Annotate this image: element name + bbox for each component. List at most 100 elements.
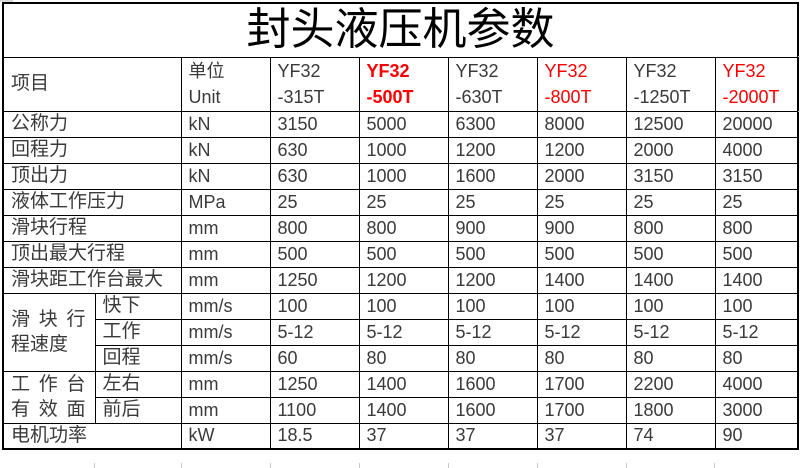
value-cell: 74 <box>625 422 716 450</box>
table-row-speed-return: 回程 mm/s 60 80 80 80 80 80 <box>3 344 799 372</box>
value-cell: 1200 <box>447 136 538 164</box>
value-cell: 1000 <box>358 162 449 190</box>
value-cell: 1400 <box>358 396 449 424</box>
table-title: 封头液压机参数 <box>2 2 799 58</box>
sub-label: 回程 <box>94 344 182 372</box>
header-unit-line-en: Unit <box>188 87 221 108</box>
value-cell: 1250 <box>269 370 360 398</box>
sub-label: 快下 <box>94 292 182 320</box>
table-row-max-daylight: 滑块距工作台最大 mm 1250 1200 1200 1400 1400 140… <box>2 266 799 294</box>
value-cell: 100 <box>358 292 449 320</box>
value-cell: 500 <box>714 240 799 268</box>
value-cell: 900 <box>447 214 538 242</box>
value-cell: 5000 <box>358 110 449 138</box>
value-cell: 5-12 <box>269 318 360 346</box>
value-cell: 25 <box>358 188 449 216</box>
value-cell: 1700 <box>536 370 627 398</box>
header-unit: 单位 Unit <box>180 56 271 112</box>
value-cell: 1800 <box>625 396 716 424</box>
unit-cell: mm/s <box>180 318 271 346</box>
table-row-area-left-right: 工作台 有效面 左右 mm 1250 1400 1600 1700 2200 4… <box>2 370 799 424</box>
row-label: 公称力 <box>2 110 182 138</box>
table-row-area-front-back: 前后 mm 1100 1400 1600 1700 1800 3000 <box>3 396 799 424</box>
value-cell: 80 <box>447 344 538 372</box>
table-row-speed-working: 工作 mm/s 5-12 5-12 5-12 5-12 5-12 5-12 <box>3 318 799 346</box>
value-cell: 37 <box>358 422 449 450</box>
sheet-gridline <box>537 463 538 468</box>
value-cell: 5-12 <box>714 318 799 346</box>
value-cell: 6300 <box>447 110 538 138</box>
unit-cell: kN <box>180 162 271 190</box>
value-cell: 12500 <box>625 110 716 138</box>
sheet-gridline <box>359 463 360 468</box>
sheet-gridline <box>714 463 715 468</box>
value-cell: 4000 <box>714 370 799 398</box>
sheet-gridline <box>448 463 449 468</box>
value-cell: 18.5 <box>269 422 360 450</box>
value-cell: 800 <box>625 214 716 242</box>
value-cell: 80 <box>625 344 716 372</box>
value-cell: 1600 <box>447 162 538 190</box>
value-cell: 3150 <box>625 162 716 190</box>
row-label: 滑块距工作台最大 <box>2 266 182 294</box>
sub-label: 前后 <box>94 396 182 424</box>
table-row-ejection-force: 顶出力 kN 630 1000 1600 2000 3150 3150 <box>2 162 799 190</box>
table-row-slide-stroke: 滑块行程 mm 800 800 900 900 800 800 <box>2 214 799 242</box>
header-item: 项目 <box>2 56 182 112</box>
row-label: 液体工作压力 <box>2 188 182 216</box>
value-cell: 1200 <box>536 136 627 164</box>
row-label: 顶出最大行程 <box>2 240 182 268</box>
table-row-working-pressure: 液体工作压力 MPa 25 25 25 25 25 25 <box>2 188 799 216</box>
value-cell: 80 <box>358 344 449 372</box>
value-cell: 100 <box>536 292 627 320</box>
value-cell: 25 <box>269 188 360 216</box>
model-header-800t: YF32 -800T <box>536 56 627 112</box>
header-unit-line-cn: 单位 <box>188 61 225 82</box>
value-cell: 5-12 <box>447 318 538 346</box>
value-cell: 5-12 <box>536 318 627 346</box>
unit-cell: mm/s <box>180 292 271 320</box>
table-row-max-ejection-stroke: 顶出最大行程 mm 500 500 500 500 500 500 <box>2 240 799 268</box>
unit-cell: mm/s <box>180 344 271 372</box>
sub-label: 左右 <box>94 370 182 398</box>
value-cell: 8000 <box>536 110 627 138</box>
value-cell: 100 <box>447 292 538 320</box>
value-cell: 1100 <box>269 396 360 424</box>
value-cell: 20000 <box>714 110 799 138</box>
value-cell: 80 <box>536 344 627 372</box>
table-row-motor-power: 电机功率 kW 18.5 37 37 37 74 90 <box>2 422 799 450</box>
sub-label: 工作 <box>94 318 182 346</box>
value-cell: 800 <box>269 214 360 242</box>
table-row-return-force: 回程力 kN 630 1000 1200 1200 2000 4000 <box>2 136 799 164</box>
value-cell: 630 <box>269 136 360 164</box>
row-label: 回程力 <box>2 136 182 164</box>
model-header-630t: YF32 -630T <box>447 56 538 112</box>
value-cell: 2000 <box>536 162 627 190</box>
value-cell: 1600 <box>447 370 538 398</box>
value-cell: 1200 <box>447 266 538 294</box>
value-cell: 630 <box>269 162 360 190</box>
table-row-speed-fast-down: 滑块行 程速度 快下 mm/s 100 100 100 100 100 100 <box>2 292 799 372</box>
row-label: 顶出力 <box>2 162 182 190</box>
value-cell: 3000 <box>714 396 799 424</box>
value-cell: 500 <box>358 240 449 268</box>
value-cell: 5-12 <box>625 318 716 346</box>
value-cell: 1250 <box>269 266 360 294</box>
value-cell: 500 <box>447 240 538 268</box>
sheet-gridline <box>94 463 95 468</box>
model-header-315t: YF32 -315T <box>269 56 360 112</box>
sheet-gridline <box>0 0 13 2</box>
unit-cell: mm <box>180 370 271 398</box>
table-row-nominal-force: 公称力 kN 3150 5000 6300 8000 12500 20000 <box>2 110 799 138</box>
model-header-1250t: YF32 -1250T <box>625 56 716 112</box>
value-cell: 500 <box>536 240 627 268</box>
value-cell: 1700 <box>536 396 627 424</box>
value-cell: 90 <box>714 422 799 450</box>
value-cell: 25 <box>714 188 799 216</box>
value-cell: 4000 <box>714 136 799 164</box>
value-cell: 37 <box>447 422 538 450</box>
value-cell: 1600 <box>447 396 538 424</box>
unit-cell: mm <box>180 214 271 242</box>
value-cell: 25 <box>625 188 716 216</box>
value-cell: 25 <box>536 188 627 216</box>
